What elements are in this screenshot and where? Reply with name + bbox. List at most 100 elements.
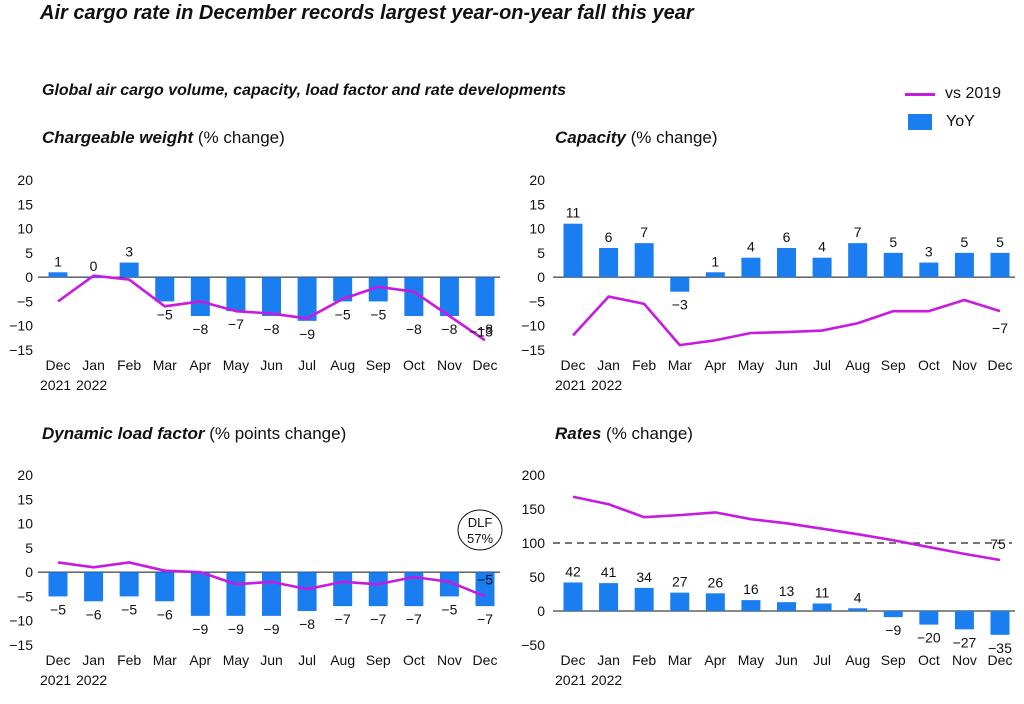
- bar: [190, 277, 210, 316]
- x-tick-label: Jul: [298, 652, 316, 668]
- x-year-label: 2021: [40, 672, 71, 688]
- x-tick-label: Dec: [561, 357, 586, 373]
- y-tick-label: 10: [17, 516, 33, 532]
- bar: [848, 243, 868, 278]
- bar-data-label: 27: [672, 574, 688, 590]
- y-tick-label: 10: [17, 221, 33, 237]
- x-tick-label: Dec: [561, 652, 586, 668]
- bar-data-label: 41: [601, 564, 617, 580]
- x-tick-label: Dec: [46, 652, 71, 668]
- bar: [812, 257, 832, 278]
- bar-data-label: −8: [441, 321, 457, 337]
- line-series-vs-2019: [572, 495, 1001, 562]
- x-tick-label: Jul: [298, 357, 316, 373]
- bar-data-label: 34: [636, 569, 652, 585]
- panel-title-load-factor: Dynamic load factor (% points change): [42, 424, 347, 443]
- x-tick-label: Dec: [988, 357, 1013, 373]
- bar: [954, 252, 974, 278]
- bar: [741, 600, 761, 611]
- annotation-circle: [457, 509, 503, 551]
- legend-line-swatch: [905, 92, 935, 96]
- x-year-label: 2022: [591, 672, 622, 688]
- y-tick-label: −50: [521, 637, 545, 653]
- bar: [84, 572, 104, 602]
- bar: [404, 572, 424, 607]
- bar: [812, 603, 832, 611]
- x-tick-label: Dec: [46, 357, 71, 373]
- bar: [262, 277, 281, 316]
- y-tick-label: 10: [529, 221, 545, 237]
- bar-data-label: 16: [743, 581, 759, 597]
- x-tick-label: Oct: [403, 357, 425, 373]
- y-tick-label: −5: [17, 293, 33, 309]
- bar: [848, 608, 868, 611]
- x-tick-label: Sep: [881, 357, 906, 373]
- x-tick-label: Sep: [366, 357, 391, 373]
- x-year-label: 2021: [555, 377, 586, 393]
- x-tick-label: Apr: [704, 357, 726, 373]
- y-tick-label: 20: [17, 467, 33, 483]
- bar-data-label: −9: [192, 621, 208, 637]
- bar-data-label: 3: [925, 244, 933, 260]
- bar-data-label: 6: [605, 229, 613, 245]
- bar-data-label: −7: [335, 611, 351, 627]
- bar: [190, 572, 210, 616]
- x-tick-label: Nov: [437, 652, 462, 668]
- x-tick-label: Jan: [597, 652, 620, 668]
- bar: [84, 277, 104, 279]
- x-tick-label: Sep: [366, 652, 391, 668]
- bar: [226, 277, 246, 312]
- bar-data-label: −20: [917, 630, 941, 646]
- bar-data-label: 4: [747, 239, 755, 255]
- x-tick-label: Jun: [260, 357, 283, 373]
- bar-data-label: −6: [157, 606, 173, 622]
- bar: [297, 277, 317, 321]
- x-tick-label: May: [223, 357, 249, 373]
- bar-data-label: 4: [854, 589, 862, 605]
- x-tick-label: Jan: [82, 357, 105, 373]
- x-tick-label: Aug: [330, 652, 355, 668]
- bar-data-label: −7: [477, 611, 493, 627]
- bar: [333, 277, 353, 302]
- legend-bar-label: YoY: [946, 113, 975, 130]
- bar: [919, 262, 939, 278]
- bar: [368, 572, 388, 607]
- x-tick-label: Dec: [988, 652, 1013, 668]
- bar: [990, 252, 1010, 278]
- x-tick-label: Jan: [82, 652, 105, 668]
- y-tick-label: 15: [529, 196, 545, 212]
- bar-data-label: 11: [566, 205, 581, 221]
- x-year-label: 2022: [76, 377, 107, 393]
- bar: [599, 248, 619, 278]
- bar-data-label: −5: [157, 306, 173, 322]
- bar-data-label: 3: [125, 244, 133, 260]
- line-end-label: −5: [477, 571, 493, 587]
- x-tick-label: May: [738, 357, 764, 373]
- bar-data-label: −7: [370, 611, 386, 627]
- y-tick-label: 0: [25, 269, 33, 285]
- y-tick-label: −15: [521, 342, 545, 358]
- bar-data-label: 11: [815, 585, 830, 601]
- bar: [670, 277, 690, 292]
- bar-data-label: 6: [783, 229, 791, 245]
- x-tick-label: Apr: [189, 652, 211, 668]
- annotation-line2: 57%: [467, 531, 493, 546]
- bar: [599, 583, 619, 611]
- page-title: Air cargo rate in December records large…: [40, 2, 694, 24]
- y-tick-label: −5: [529, 293, 545, 309]
- x-tick-label: Sep: [881, 652, 906, 668]
- bar: [741, 257, 761, 278]
- x-tick-label: Mar: [153, 357, 177, 373]
- x-tick-label: May: [738, 652, 764, 668]
- legend: vs 2019 YoY: [905, 82, 1001, 134]
- annotation-line1: DLF: [468, 515, 493, 530]
- bar-data-label: 7: [640, 224, 648, 240]
- line-series-vs-2019: [572, 295, 1001, 347]
- bar-data-label: −5: [121, 601, 137, 617]
- bar-data-label: 1: [54, 253, 62, 269]
- bar: [990, 611, 1010, 635]
- y-tick-label: 5: [25, 245, 33, 261]
- x-tick-label: Oct: [918, 652, 940, 668]
